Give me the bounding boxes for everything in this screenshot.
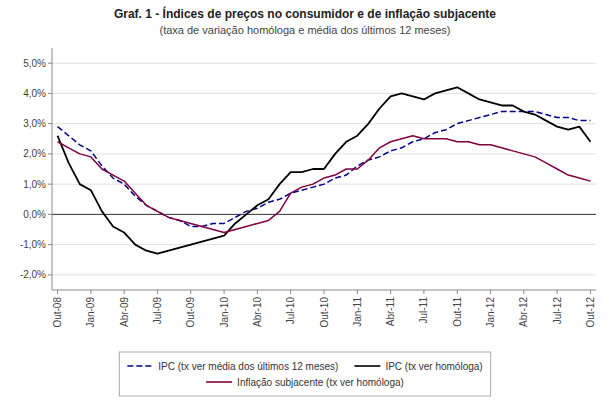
x-tick-label: Out-11	[452, 297, 463, 327]
x-tick	[224, 290, 225, 294]
x-tick	[124, 290, 125, 294]
grid-line	[52, 274, 596, 275]
y-tick-label: 3,0%	[23, 118, 46, 129]
y-tick	[48, 274, 52, 275]
x-tick-label: Abr-09	[119, 297, 130, 327]
y-tick	[48, 93, 52, 94]
legend-swatch	[354, 365, 380, 367]
x-tick-label: Out-12	[585, 297, 596, 328]
x-tick-label: Jul-12	[552, 297, 563, 325]
x-tick-label: Out-09	[185, 297, 196, 328]
x-tick	[490, 290, 491, 294]
x-tick-label: Abr-10	[252, 297, 263, 327]
grid-line	[52, 153, 596, 154]
x-tick-label: Jan-09	[85, 297, 96, 328]
y-tick	[48, 63, 52, 64]
legend-swatch	[127, 365, 153, 367]
x-tick	[57, 290, 58, 294]
y-axis: -2,0% -1,0% 0,0% 1,0% 2,0% 3,0% 4,0% 5,0%	[20, 58, 596, 281]
chart: Graf. 1 - Índices de preços no consumido…	[0, 0, 610, 419]
legend-swatch	[206, 381, 232, 383]
x-tick-label: Abr-11	[385, 297, 396, 327]
x-tick-label: Jul-11	[418, 297, 429, 324]
x-tick	[557, 290, 558, 294]
x-tick-label: Jul-09	[152, 297, 163, 325]
y-tick-label: 4,0%	[23, 88, 46, 99]
x-tick	[157, 290, 158, 294]
x-tick	[90, 290, 91, 294]
y-tick-label: -2,0%	[20, 269, 46, 280]
legend-item: IPC (tx ver homóloga)	[354, 361, 482, 372]
x-tick-label: Out-08	[52, 297, 63, 328]
x-tick	[390, 290, 391, 294]
zero-line	[52, 214, 596, 215]
x-tick	[357, 290, 358, 294]
y-tick	[48, 153, 52, 154]
x-tick	[423, 290, 424, 294]
series-line	[58, 136, 591, 233]
y-tick	[48, 244, 52, 245]
x-tick	[190, 290, 191, 294]
y-tick-label: 2,0%	[23, 148, 46, 159]
x-axis: Out-08 Jan-09 Abr-09 Jul-09 Out-09 Jan-10 Abr-…	[52, 290, 596, 328]
legend-item: Inflação subjacente (tx ver homóloga)	[206, 377, 404, 388]
title: Graf. 1 - Índices de preços no consumido…	[114, 6, 496, 21]
subtitle: (taxa de variação homóloga e média dos ú…	[159, 24, 450, 36]
x-tick	[290, 290, 291, 294]
y-tick-label: 5,0%	[23, 58, 46, 69]
x-tick	[457, 290, 458, 294]
grid-line	[52, 93, 596, 94]
x-tick-label: Jan-11	[352, 297, 363, 327]
x-tick	[523, 290, 524, 294]
x-tick-label: Abr-12	[518, 297, 529, 327]
y-tick	[48, 184, 52, 185]
x-tick	[324, 290, 325, 294]
x-tick	[257, 290, 258, 294]
y-tick-label: 1,0%	[23, 179, 46, 190]
x-tick	[590, 290, 591, 294]
x-tick-label: Out-10	[319, 297, 330, 328]
grid-line	[52, 123, 596, 124]
series-group	[58, 87, 591, 253]
grid-line	[52, 244, 596, 245]
legend-label: Inflação subjacente (tx ver homóloga)	[237, 377, 404, 388]
x-tick-label: Jan-12	[485, 297, 496, 328]
y-tick	[48, 123, 52, 124]
y-tick	[48, 214, 52, 215]
legend-label: IPC (tx ver média dos últimos 12 meses)	[158, 361, 338, 372]
legend-label: IPC (tx ver homóloga)	[385, 361, 482, 372]
grid-line	[52, 63, 596, 64]
y-axis-line	[52, 48, 53, 290]
y-tick-label: -1,0%	[20, 239, 46, 250]
legend-box	[119, 352, 490, 396]
x-tick-label: Jul-10	[285, 297, 296, 325]
legend: IPC (tx ver média dos últimos 12 meses) I…	[119, 352, 490, 396]
legend-item: IPC (tx ver média dos últimos 12 meses)	[127, 361, 338, 372]
series-line	[58, 87, 591, 253]
y-tick-label: 0,0%	[23, 209, 46, 220]
x-tick-label: Jan-10	[219, 297, 230, 328]
